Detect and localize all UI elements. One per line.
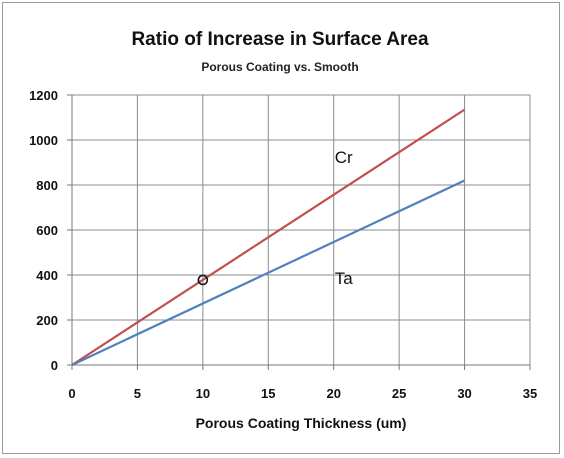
series-lines <box>71 108 466 366</box>
x-tick-labels: 0 5 10 15 20 25 30 35 <box>68 386 537 401</box>
y-tick-label: 600 <box>36 223 58 238</box>
y-tick-label: 800 <box>36 178 58 193</box>
x-tick-label: 5 <box>134 386 141 401</box>
x-tick-label: 30 <box>457 386 471 401</box>
y-tick-label: 0 <box>51 358 58 373</box>
y-tick-label: 400 <box>36 268 58 283</box>
x-tick-label: 25 <box>392 386 406 401</box>
grid-lines <box>72 94 531 365</box>
series-label-cr: Cr <box>335 148 353 167</box>
x-tick-label: 35 <box>523 386 537 401</box>
point-marker <box>197 274 209 286</box>
y-tick-label: 1200 <box>29 88 58 103</box>
y-tick-label: 200 <box>36 313 58 328</box>
y-tick-label: 1000 <box>29 133 58 148</box>
y-tick-labels: 0 200 400 600 800 1000 1200 <box>29 88 58 373</box>
series-line-ta <box>71 179 466 366</box>
x-tick-label: 0 <box>68 386 75 401</box>
series-labels: Cr Ta <box>335 148 354 288</box>
series-line-cr <box>71 108 466 366</box>
x-tick-label: 15 <box>261 386 275 401</box>
x-tick-label: 20 <box>326 386 340 401</box>
chart-subtitle: Porous Coating vs. Smooth <box>201 60 358 74</box>
axes <box>67 94 531 370</box>
x-axis-label: Porous Coating Thickness (um) <box>196 415 407 431</box>
series-label-ta: Ta <box>335 269 354 288</box>
x-tick-label: 10 <box>196 386 210 401</box>
chart-title: Ratio of Increase in Surface Area <box>131 29 429 50</box>
